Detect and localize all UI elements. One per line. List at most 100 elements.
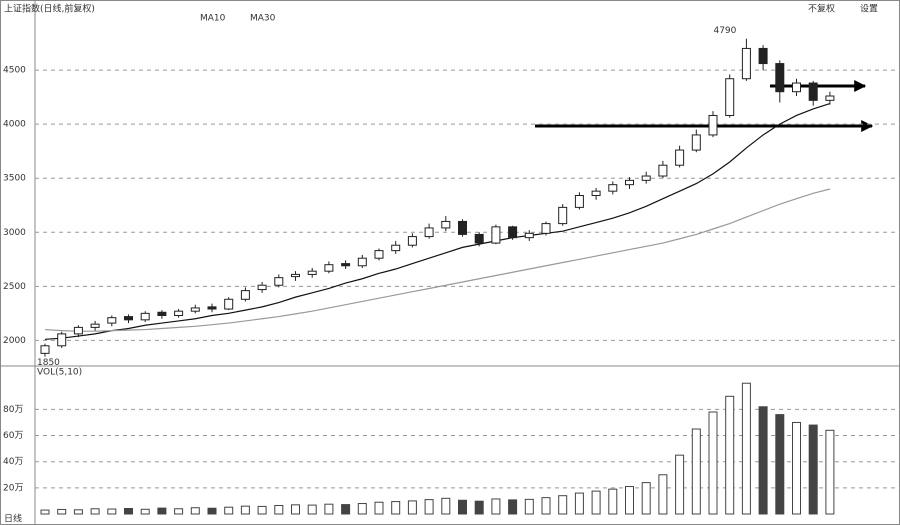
volume-bar — [140, 508, 150, 515]
toolbar-item[interactable]: 不复权 — [808, 3, 835, 15]
candle-body — [808, 82, 818, 101]
volume-bar — [625, 486, 634, 515]
candle-body — [691, 134, 701, 151]
volume-bar — [240, 505, 250, 515]
y-tick-label: 2000 — [3, 336, 26, 346]
candle-body — [240, 290, 250, 300]
volume-bar — [491, 498, 501, 515]
candle-body — [157, 311, 167, 317]
candle-body — [441, 220, 451, 229]
candle-body — [307, 270, 317, 275]
candle-body — [792, 82, 801, 93]
volume-bar — [274, 505, 284, 515]
y-tick-label: 80万 — [3, 405, 23, 415]
candle-body — [274, 277, 284, 286]
y-tick-label: 3000 — [3, 228, 26, 238]
volume-bar — [541, 497, 551, 515]
candle-body — [625, 179, 634, 186]
y-tick-label: 3500 — [3, 174, 26, 184]
candle-body — [541, 223, 551, 234]
candle-body — [73, 326, 83, 335]
candle-body — [491, 226, 501, 244]
candle-body — [174, 310, 184, 317]
footer: 日线 — [4, 513, 22, 525]
volume-bar — [424, 499, 434, 515]
legend-entry: MA30 — [250, 14, 276, 24]
y-tick-label: 2500 — [3, 282, 26, 292]
candle-body — [775, 63, 785, 93]
volume-bar — [508, 499, 518, 515]
candle-body — [257, 284, 267, 291]
candle-body — [424, 227, 434, 238]
volume-bar — [725, 395, 735, 515]
candle-body — [474, 233, 484, 244]
volume-bar — [775, 414, 785, 515]
candle-body — [591, 190, 601, 196]
candle-body — [508, 226, 518, 239]
candle-body — [458, 220, 467, 235]
candle-body — [558, 206, 568, 225]
y-tick-label: 40万 — [3, 457, 23, 467]
candle-body — [90, 323, 100, 328]
volume-bar — [458, 499, 467, 515]
peak-label: 4790 — [713, 26, 736, 36]
candle-body — [524, 232, 534, 239]
volume-bar — [257, 505, 267, 515]
candle-body — [658, 164, 668, 177]
candle-body — [40, 345, 50, 354]
candle-body — [708, 114, 718, 136]
candle-body — [675, 149, 685, 166]
volume-bar — [808, 424, 818, 515]
volume-bar — [224, 506, 234, 515]
volume-title: VOL(5,10) — [37, 368, 82, 378]
candle-body — [140, 312, 150, 321]
volume-bar — [124, 508, 133, 515]
volume-bar — [474, 500, 484, 515]
volume-bar — [57, 508, 67, 515]
candle-body — [391, 244, 401, 252]
ma-line — [44, 188, 831, 332]
candle-body — [825, 95, 835, 101]
volume-bar — [524, 498, 534, 515]
volume-bar — [708, 411, 718, 515]
candle-body — [57, 333, 67, 347]
y-tick-label: 60万 — [3, 431, 23, 441]
volume-bar — [107, 508, 117, 515]
toolbar-item[interactable]: 设置 — [860, 4, 878, 15]
candle-body — [190, 307, 200, 312]
volume-bar — [391, 501, 401, 515]
candle-body — [374, 250, 384, 259]
volume-bar — [190, 507, 200, 515]
volume-bar — [90, 508, 100, 515]
volume-bar — [291, 504, 300, 515]
volume-bar — [675, 454, 685, 515]
volume-bar — [758, 406, 768, 515]
candle-body — [207, 306, 217, 310]
candle-body — [641, 175, 651, 181]
volume-bar — [40, 509, 50, 515]
volume-bar — [174, 508, 184, 515]
volume-bar — [357, 503, 367, 515]
y-tick-label: 4000 — [3, 120, 26, 130]
candle-body — [574, 194, 584, 208]
legend-entry: MA10 — [200, 14, 226, 24]
volume-bar — [307, 504, 317, 515]
volume-bar — [374, 501, 384, 515]
candle-body — [725, 78, 735, 116]
volume-bar — [324, 503, 334, 515]
ma-line — [44, 103, 831, 340]
chart-title: 上证指数(日线,前复权) — [4, 3, 95, 15]
y-tick-label: 20万 — [3, 483, 23, 493]
volume-bar — [691, 428, 701, 515]
volume-bar — [591, 490, 601, 515]
candle-body — [741, 47, 751, 80]
candle-body — [357, 257, 367, 267]
volume-bar — [157, 507, 167, 515]
candle-body — [107, 317, 117, 324]
candle-body — [608, 184, 618, 192]
volume-bar — [407, 500, 417, 515]
volume-bar — [341, 504, 351, 515]
candle-body — [124, 316, 133, 321]
